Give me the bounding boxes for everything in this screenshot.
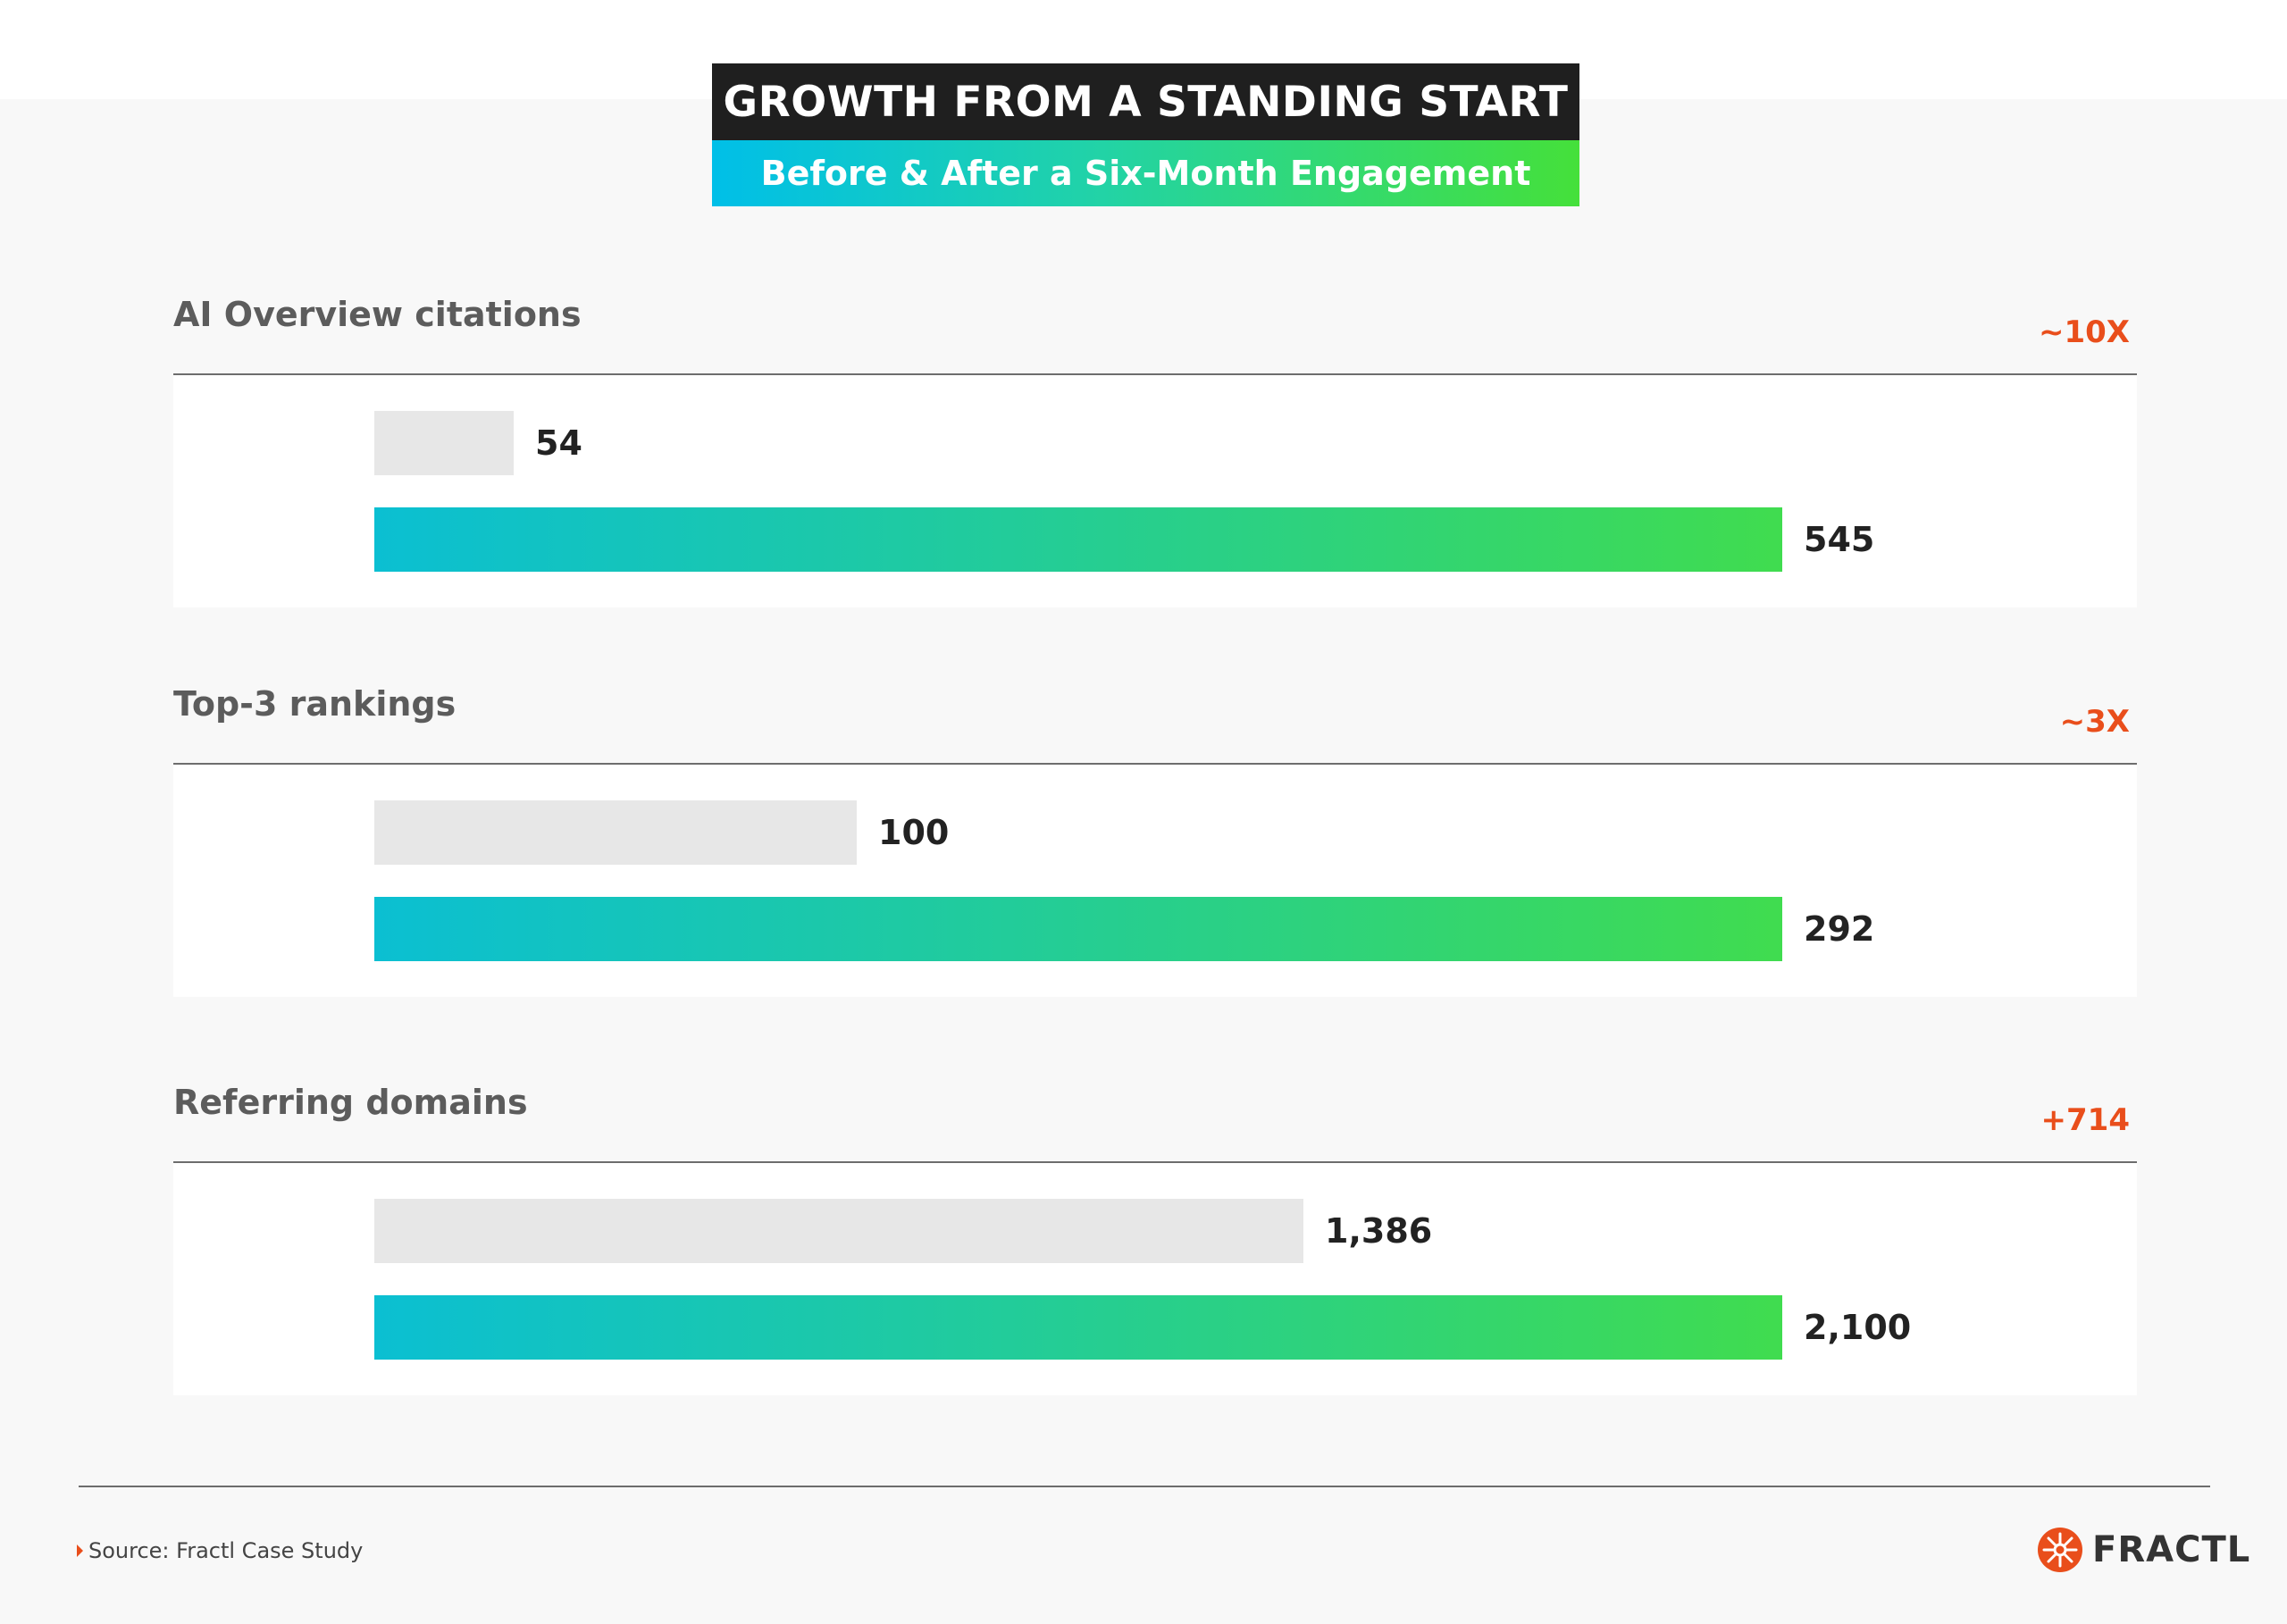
fractl-logo: FRACTL (2037, 1527, 2250, 1573)
bar-after (374, 507, 1782, 572)
bar-card: Before54After545 (173, 375, 2137, 607)
growth-annotation: ~3X (2059, 704, 2130, 740)
panel-title: AI Overview citations (173, 295, 582, 334)
bar-after (374, 1295, 1782, 1360)
chart-panel: AI Overview citations ~10X Before54After54… (173, 295, 2137, 607)
panel-divider (173, 763, 2137, 765)
fractl-logo-icon (2038, 1528, 2082, 1572)
bar-value-label: 2,100 (1804, 1308, 1912, 1347)
bar-before (374, 1199, 1303, 1263)
footer-divider (79, 1486, 2210, 1487)
bar-value-label: 545 (1804, 520, 1875, 559)
chart-panel: Top-3 rankings ~3X Before100After292 (173, 684, 2137, 997)
bar-before (374, 411, 514, 475)
logo-text: FRACTL (2092, 1529, 2251, 1570)
bar-value-label: 100 (878, 813, 950, 852)
source-marker-icon (77, 1544, 83, 1557)
bar-after (374, 897, 1782, 961)
bar-value-label: 292 (1804, 909, 1875, 949)
growth-annotation: ~10X (2038, 314, 2130, 350)
bar-value-label: 54 (535, 423, 582, 463)
chart-title: GROWTH FROM A STANDING START (712, 63, 1579, 140)
panel-title: Referring domains (173, 1083, 528, 1122)
bar-before (374, 800, 857, 865)
source-text: Source: Fractl Case Study (88, 1538, 364, 1563)
bar-value-label: 1,386 (1325, 1211, 1433, 1251)
chart-panel: Referring domains +714 Before1,386After2,1… (173, 1083, 2137, 1395)
source-note: Source: Fractl Case Study (77, 1538, 363, 1563)
panel-divider (173, 373, 2137, 375)
panel-title: Top-3 rankings (173, 684, 457, 724)
bar-card: Before1,386After2,100 (173, 1163, 2137, 1395)
bar-card: Before100After292 (173, 765, 2137, 997)
panel-divider (173, 1161, 2137, 1163)
growth-annotation: +714 (2040, 1102, 2130, 1138)
chart-subtitle: Before & After a Six-Month Engagement (712, 140, 1579, 206)
